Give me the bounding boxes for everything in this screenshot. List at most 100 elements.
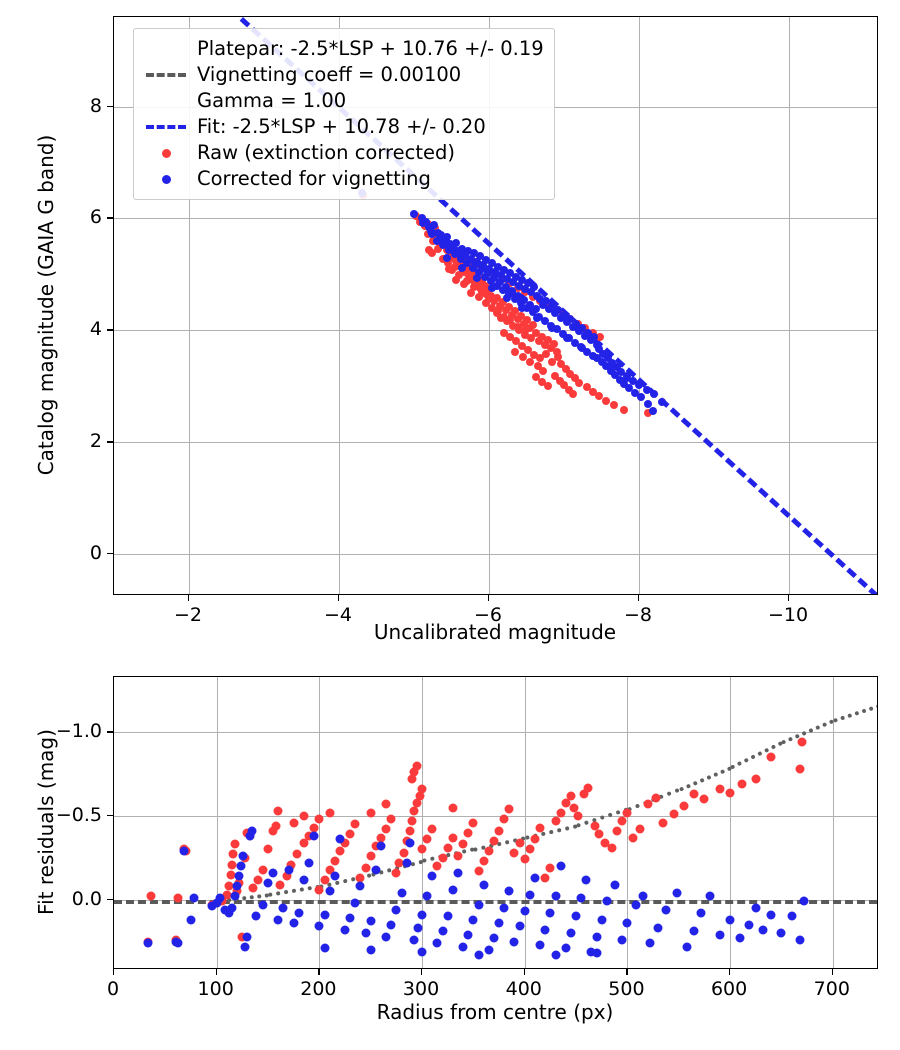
data-point <box>447 242 456 251</box>
data-point <box>488 283 496 292</box>
data-point <box>552 347 561 356</box>
x-tick <box>188 595 190 601</box>
data-point <box>699 794 709 804</box>
data-point <box>248 883 258 893</box>
data-point <box>458 839 468 849</box>
data-point <box>474 292 483 301</box>
data-point <box>275 880 285 890</box>
x-gridline <box>339 17 340 594</box>
data-point <box>299 811 309 821</box>
data-point <box>473 279 482 288</box>
data-point <box>751 903 761 913</box>
x-gridline <box>627 677 629 968</box>
data-point <box>725 915 735 925</box>
x-tick <box>338 595 340 601</box>
data-point <box>564 385 573 394</box>
data-point <box>795 935 805 945</box>
data-point <box>552 325 561 334</box>
data-point <box>526 357 535 366</box>
data-point <box>548 324 556 333</box>
data-point <box>482 299 490 308</box>
data-point <box>495 278 504 287</box>
data-point <box>453 246 462 255</box>
data-point <box>473 273 481 282</box>
data-point <box>263 878 273 888</box>
x-tick-label: −2 <box>173 604 203 626</box>
data-point <box>560 381 568 390</box>
data-point <box>479 880 489 890</box>
data-point <box>271 821 281 831</box>
y-gridline <box>114 815 877 817</box>
data-point <box>222 890 232 900</box>
data-point <box>173 938 183 948</box>
x-tick <box>788 595 790 601</box>
data-point <box>232 886 242 896</box>
x-gridline <box>789 17 790 594</box>
y-tick-label: 0.0 <box>71 887 102 910</box>
fit-residuals-axes <box>113 676 878 969</box>
y-gridline <box>114 732 877 734</box>
data-point <box>263 844 273 854</box>
data-point <box>405 838 415 848</box>
data-point <box>588 352 597 360</box>
data-point <box>620 379 628 388</box>
data-point <box>394 858 404 868</box>
data-point <box>455 271 463 280</box>
data-point <box>536 354 544 363</box>
data-point <box>470 282 478 291</box>
data-point <box>533 362 542 371</box>
data-point <box>635 824 645 834</box>
data-point <box>417 844 427 854</box>
data-point <box>438 254 447 263</box>
data-point <box>590 332 598 341</box>
data-point <box>503 293 511 302</box>
data-point <box>540 317 549 326</box>
data-point <box>510 307 519 316</box>
data-point <box>232 881 242 891</box>
data-point <box>228 849 238 859</box>
data-point <box>516 293 525 302</box>
data-point <box>597 915 607 925</box>
data-point <box>540 873 550 883</box>
x-tick <box>318 969 320 975</box>
data-point <box>481 284 490 293</box>
data-point <box>617 816 627 826</box>
data-point <box>566 791 576 801</box>
data-point <box>602 896 612 906</box>
data-point <box>340 838 350 848</box>
data-point <box>696 908 706 918</box>
data-point <box>397 888 407 898</box>
data-point <box>515 921 525 931</box>
data-point <box>608 364 616 373</box>
data-point <box>488 259 496 268</box>
data-point <box>594 392 603 401</box>
data-point <box>525 844 535 854</box>
data-point <box>432 236 441 245</box>
data-point <box>551 372 559 381</box>
x-tick-label: −4 <box>323 604 353 626</box>
data-point <box>546 344 555 353</box>
data-point <box>539 366 547 375</box>
data-point <box>479 856 489 866</box>
data-point <box>535 940 545 950</box>
data-point <box>515 281 523 290</box>
data-point <box>273 806 283 816</box>
data-point <box>488 303 496 312</box>
x-gridline <box>730 677 732 968</box>
data-point <box>766 752 776 762</box>
data-point <box>459 251 468 260</box>
x-tick-label: 0 <box>106 978 120 1000</box>
data-point <box>330 871 340 881</box>
data-point <box>611 371 619 380</box>
data-point <box>597 357 606 366</box>
data-point <box>366 808 376 818</box>
data-point <box>415 791 425 801</box>
vignetting-model-curve <box>832 703 877 723</box>
x-gridline <box>832 677 834 968</box>
data-point <box>443 253 451 262</box>
legend-key <box>143 174 189 184</box>
data-point <box>658 818 668 828</box>
data-point <box>230 891 240 901</box>
calibration-legend: Platepar: -2.5*LSP + 10.76 +/- 0.19 Vigne… <box>133 28 555 200</box>
data-point <box>482 255 490 264</box>
